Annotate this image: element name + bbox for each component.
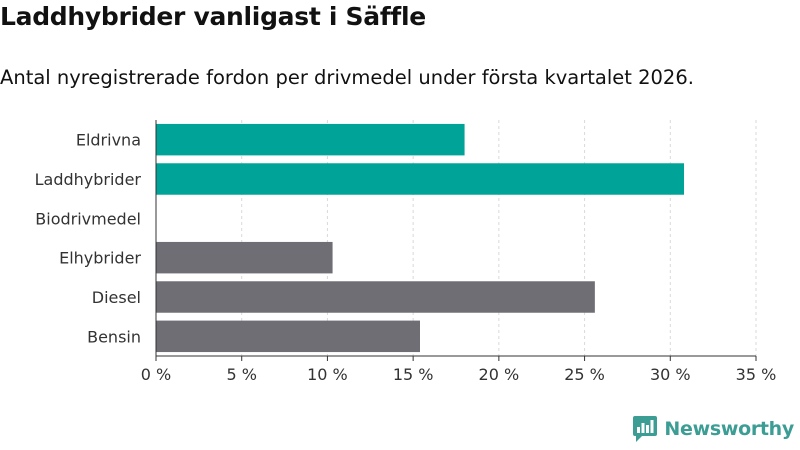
x-tick-label: 30 % <box>650 365 691 384</box>
bar-elhybrider <box>156 241 333 274</box>
category-label: Bensin <box>87 327 141 346</box>
x-tick-label: 5 % <box>226 365 256 384</box>
x-tick-label: 20 % <box>479 365 520 384</box>
x-tick-label: 15 % <box>393 365 434 384</box>
x-tick-label: 35 % <box>736 365 777 384</box>
brand-name: Newsworthy <box>664 418 794 440</box>
chart-subtitle: Antal nyregistrerade fordon per drivmede… <box>0 66 694 89</box>
category-label: Eldrivna <box>76 131 141 150</box>
bar-diesel <box>156 281 595 313</box>
category-label: Laddhybrider <box>35 170 142 189</box>
bar-chart: 0 % 5 % 10 % 15 % 20 % 25 % 30 % 35 % Eldrivna La… <box>35 120 777 384</box>
x-tick-label: 10 % <box>307 365 348 384</box>
bar-bensin <box>156 320 420 353</box>
newsworthy-logo-icon <box>633 416 658 442</box>
category-label: Elhybrider <box>59 249 141 268</box>
chart-title: Laddhybrider vanligast i Säffle <box>0 2 426 31</box>
brand-logo: Newsworthy <box>632 414 794 444</box>
x-tick-label: 0 % <box>141 365 171 384</box>
category-label: Biodrivmedel <box>35 209 141 228</box>
x-tick-label: 25 % <box>564 365 605 384</box>
bar-eldrivna <box>156 123 465 156</box>
bar-laddhybrider <box>156 163 684 195</box>
category-label: Diesel <box>92 288 141 307</box>
